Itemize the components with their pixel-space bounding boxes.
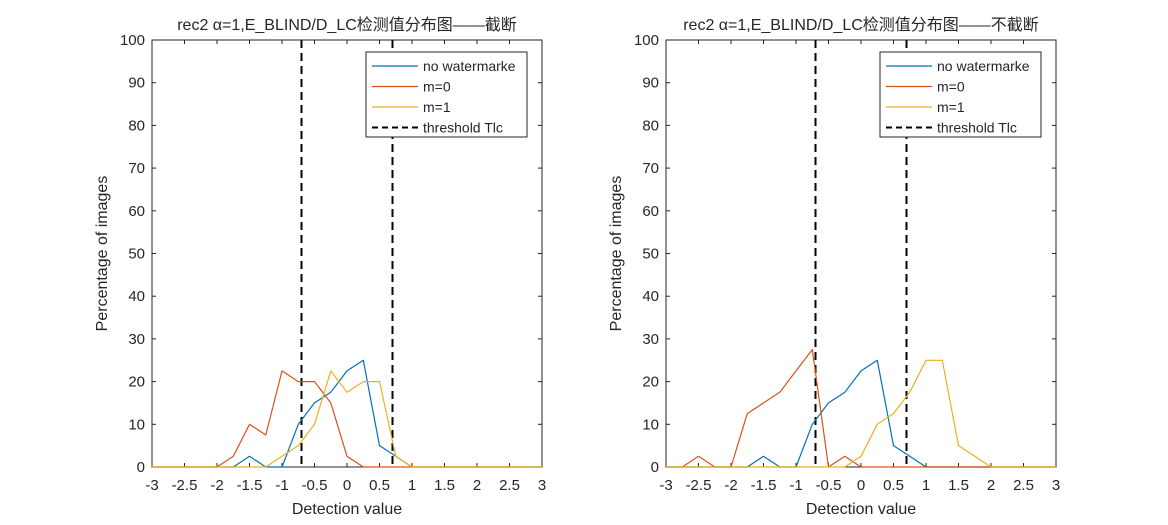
y-tick-label: 10 (642, 416, 659, 433)
y-tick-label: 20 (642, 374, 659, 391)
x-tick-label: -1 (275, 477, 288, 494)
x-tick-label: 1.5 (434, 477, 455, 494)
x-tick-label: -2 (210, 477, 223, 494)
x-tick-label: 2.5 (1013, 477, 1034, 494)
x-tick-label: 1.5 (948, 477, 969, 494)
x-tick-label: 3 (1052, 477, 1060, 494)
chart-title: rec2 α=1,E_BLIND/D_LC检测值分布图——不截断 (683, 16, 1039, 34)
y-tick-label: 50 (642, 246, 659, 263)
x-tick-label: -1.5 (237, 477, 263, 494)
x-axis-title: Detection value (292, 501, 402, 518)
y-tick-label: 60 (642, 203, 659, 220)
x-tick-label: 2 (473, 477, 481, 494)
y-tick-label: 50 (128, 246, 145, 263)
legend-label: m=1 (937, 99, 965, 115)
x-tick-label: 0 (857, 477, 865, 494)
series-line-2 (666, 359, 1056, 468)
legend: no watermarke m=0 m=1 threshold Tlc (879, 51, 1042, 138)
legend-label: no watermarke (937, 58, 1030, 74)
left-chart: -3 -2.5 -2 -1.5 -1 -0.5 0 0.5 1 1.5 2 2.5 3010203040… (94, 16, 546, 518)
x-tick-label: -1.5 (751, 477, 777, 494)
x-tick-label: -1 (789, 477, 802, 494)
x-tick-label: -0.5 (816, 477, 842, 494)
x-tick-label: 0.5 (883, 477, 904, 494)
x-tick-label: -2.5 (686, 477, 712, 494)
y-tick-label: 70 (128, 160, 145, 177)
x-axis-title: Detection value (806, 501, 916, 518)
legend-label: m=0 (423, 79, 451, 95)
chart-title: rec2 α=1,E_BLIND/D_LC检测值分布图——截断 (177, 16, 517, 34)
x-tick-label: -3 (659, 477, 672, 494)
y-tick-label: 80 (642, 117, 659, 134)
legend-label: m=1 (423, 99, 451, 115)
y-axis-title: Percentage of images (608, 176, 625, 332)
y-tick-label: 30 (128, 331, 145, 348)
x-tick-label: 3 (538, 477, 546, 494)
legend-label: no watermarke (423, 58, 516, 74)
legend-label: m=0 (937, 79, 965, 95)
y-tick-label: 0 (137, 459, 145, 476)
y-tick-label: 60 (128, 203, 145, 220)
y-tick-label: 30 (642, 331, 659, 348)
x-tick-label: 2 (987, 477, 995, 494)
y-tick-label: 90 (642, 75, 659, 92)
x-tick-label: -0.5 (302, 477, 328, 494)
legend-label: threshold Tlc (423, 120, 503, 136)
y-tick-label: 80 (128, 117, 145, 134)
x-tick-label: -2.5 (172, 477, 198, 494)
x-tick-label: 0.5 (369, 477, 390, 494)
x-tick-label: -2 (724, 477, 737, 494)
y-tick-label: 100 (634, 32, 659, 49)
x-tick-label: -3 (145, 477, 158, 494)
y-tick-label: 70 (642, 160, 659, 177)
x-tick-label: 0 (343, 477, 351, 494)
y-tick-label: 40 (642, 288, 659, 305)
legend-label: threshold Tlc (937, 120, 1017, 136)
y-tick-label: 40 (128, 288, 145, 305)
y-tick-label: 100 (120, 32, 145, 49)
y-tick-label: 10 (128, 416, 145, 433)
series-line-2 (152, 370, 542, 468)
x-tick-label: 1 (408, 477, 416, 494)
y-tick-label: 0 (651, 459, 659, 476)
x-tick-label: 1 (922, 477, 930, 494)
y-tick-label: 20 (128, 374, 145, 391)
legend: no watermarke m=0 m=1 threshold Tlc (365, 51, 528, 138)
y-tick-label: 90 (128, 75, 145, 92)
y-axis-title: Percentage of images (94, 176, 111, 332)
x-tick-label: 2.5 (499, 477, 520, 494)
right-chart: -3 -2.5 -2 -1.5 -1 -0.5 0 0.5 1 1.5 2 2.5 3010203040… (608, 16, 1060, 518)
